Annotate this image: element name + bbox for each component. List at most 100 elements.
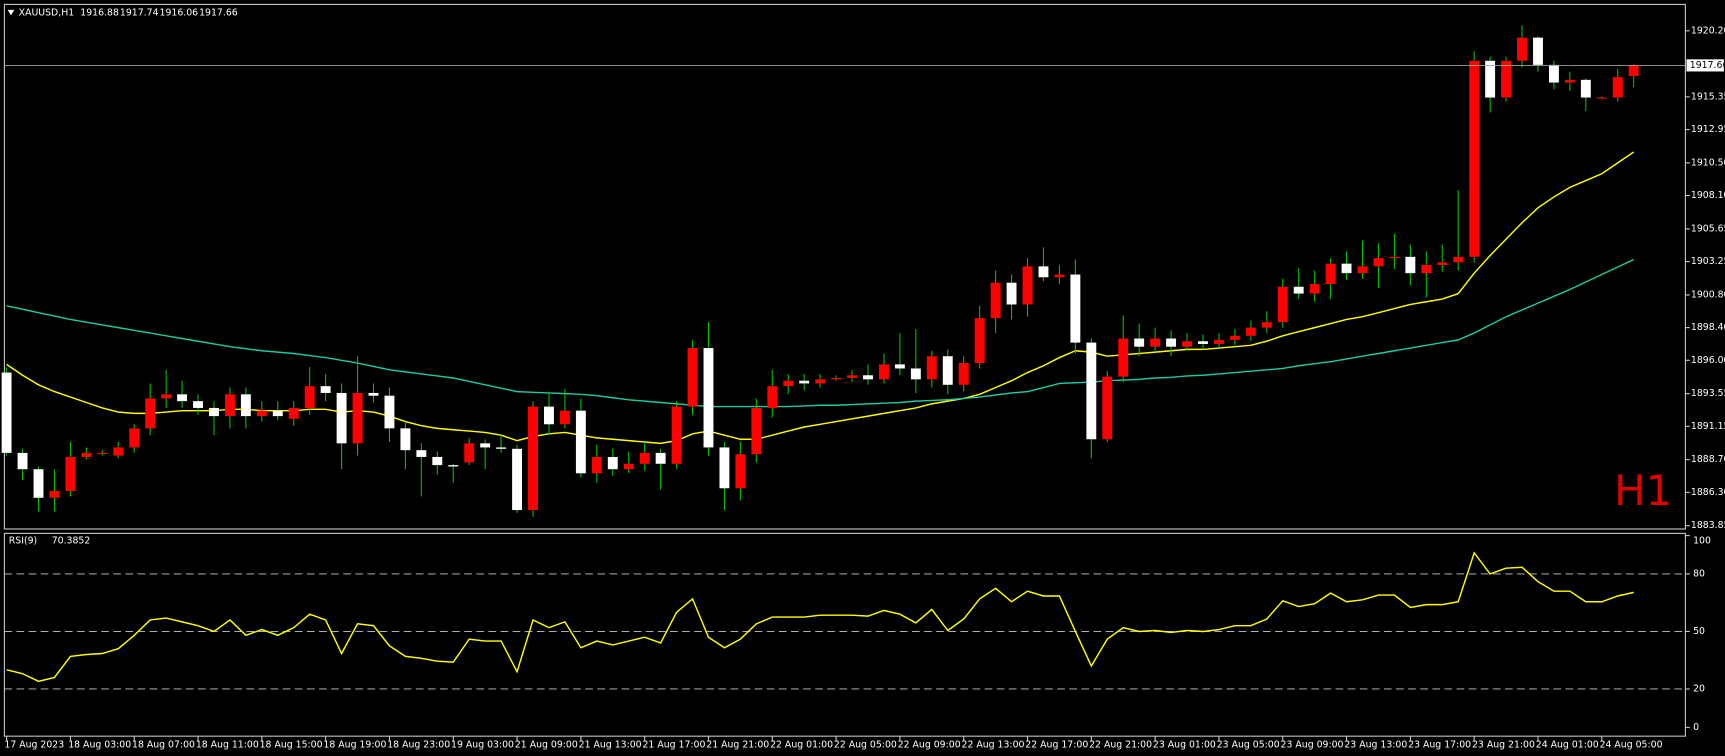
candle-body — [1261, 322, 1272, 328]
candle-body — [655, 452, 666, 464]
x-tick-label: 22 Aug 09:00 — [898, 739, 961, 750]
price-marker — [1686, 59, 1724, 72]
price-marker-label: 1917.66 — [1690, 60, 1725, 71]
candle-body — [1309, 284, 1320, 294]
candle-body — [863, 375, 873, 380]
candle-body — [400, 428, 411, 451]
candle-body — [1229, 335, 1240, 340]
candle-body — [480, 443, 491, 448]
candle-body — [767, 386, 778, 408]
y-tick-label: 1893.55 — [1691, 388, 1725, 399]
y-tick-label: 1915.35 — [1691, 91, 1725, 102]
x-tick-label: 24 Aug 01:00 — [1536, 739, 1599, 750]
candle-body — [1628, 65, 1639, 77]
x-tick-label: 21 Aug 17:00 — [642, 739, 705, 750]
symbol: XAUUSD,H1 — [19, 8, 75, 19]
candle-body — [528, 406, 538, 511]
rsi-title: RSI(9) — [9, 536, 37, 547]
candle-body — [304, 386, 315, 408]
candle-body — [368, 392, 379, 396]
candle-body — [926, 356, 937, 380]
candle-body — [464, 443, 475, 463]
candle-body — [240, 394, 251, 417]
candle-body — [1006, 282, 1017, 305]
candle-body — [639, 452, 650, 464]
candle-body — [1564, 79, 1575, 83]
candle-body — [974, 318, 985, 364]
candle-body — [1357, 266, 1368, 274]
main-pane — [3, 3, 1686, 530]
candle-body — [1548, 64, 1559, 83]
x-tick-label: 18 Aug 11:00 — [196, 739, 259, 750]
candle-body — [942, 356, 953, 385]
rsi-value: 70.3852 — [52, 536, 91, 547]
candle-body — [1102, 376, 1113, 440]
candle-body — [1054, 274, 1065, 278]
y-tick-label: 20 — [1693, 683, 1705, 694]
candle-body — [607, 456, 618, 470]
x-tick-label: 23 Aug 13:00 — [1344, 739, 1407, 750]
candle-body — [1373, 258, 1384, 267]
x-tick-label: 18 Aug 19:00 — [323, 739, 386, 750]
candle-body — [990, 282, 1001, 319]
candle-body — [1150, 338, 1161, 347]
candle-body — [687, 348, 698, 407]
candle-body — [1421, 264, 1432, 274]
y-tick-label: 50 — [1693, 626, 1705, 637]
candle-body — [1612, 77, 1623, 98]
candle-body — [1341, 263, 1352, 274]
y-tick-label: 1883.85 — [1691, 520, 1725, 531]
y-tick-label: 1912.95 — [1691, 124, 1725, 135]
candle-body — [33, 469, 44, 498]
candle-body — [671, 406, 682, 464]
candle-body — [384, 395, 395, 429]
x-tick-label: 22 Aug 01:00 — [770, 739, 833, 750]
watermark: H1 — [1614, 466, 1672, 515]
candle-body — [1533, 37, 1543, 65]
candle-body — [591, 456, 602, 474]
candle-body — [1277, 286, 1288, 323]
candle-body — [1469, 60, 1480, 257]
candle-body — [177, 394, 188, 402]
y-tick-label: 1891.15 — [1691, 421, 1725, 432]
y-tick-label: 1886.30 — [1691, 487, 1725, 498]
candle-body — [97, 452, 108, 454]
candle-body — [288, 407, 299, 419]
candle-body — [735, 454, 746, 489]
candle-body — [209, 407, 219, 417]
candle-body — [336, 392, 347, 444]
candle-body — [1086, 342, 1097, 440]
candle-body — [129, 428, 140, 448]
candle-body — [879, 364, 889, 380]
candle-body — [559, 410, 570, 425]
candle-body — [575, 410, 586, 474]
x-tick-label: 22 Aug 05:00 — [834, 739, 897, 750]
y-tick-label: 1905.65 — [1691, 223, 1725, 234]
candle-body — [352, 392, 363, 444]
y-tick-label: 1900.80 — [1691, 289, 1725, 300]
x-tick-label: 18 Aug 07:00 — [132, 739, 195, 750]
x-tick-label: 21 Aug 21:00 — [706, 739, 769, 750]
x-tick-label: 18 Aug 15:00 — [260, 739, 323, 750]
x-tick-label: 22 Aug 13:00 — [962, 739, 1025, 750]
candle-body — [1437, 262, 1448, 265]
candle-body — [623, 463, 634, 470]
candle-body — [161, 394, 172, 399]
candle-body — [1198, 341, 1208, 344]
candle-body — [65, 456, 76, 491]
candle-body — [448, 465, 459, 467]
candle-body — [145, 398, 156, 429]
candle-body — [1453, 256, 1464, 263]
candle-body — [1501, 60, 1512, 98]
ohlc-open: 1916.88 — [80, 8, 119, 19]
candle-body — [496, 447, 507, 449]
y-tick-label: 0 — [1693, 722, 1699, 733]
candle-body — [783, 380, 794, 387]
candle-body — [831, 377, 842, 380]
x-tick-label: 18 Aug 03:00 — [68, 739, 131, 750]
candle-body — [320, 386, 331, 393]
y-tick-label: 1910.50 — [1691, 157, 1725, 168]
x-tick-label: 23 Aug 05:00 — [1217, 739, 1280, 750]
moving-average — [6, 258, 1634, 408]
candle-body — [256, 410, 267, 417]
